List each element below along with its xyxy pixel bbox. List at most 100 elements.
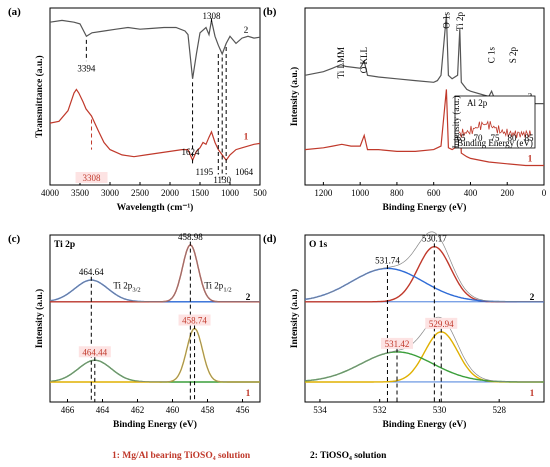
legend-item-2: 2: TiOSO₄ solution [310, 451, 387, 461]
plot-frame [304, 234, 545, 403]
fit-component [304, 267, 544, 303]
inset-tick-label: 75 [491, 133, 501, 143]
annotation-highlight [381, 337, 414, 349]
panel-label: (c) [8, 233, 21, 245]
inset-y-label: Intensity (a.u.) [451, 96, 461, 149]
panel-label: (d) [263, 233, 277, 245]
x-tick-label: 462 [131, 405, 145, 415]
series-label: 1 [244, 132, 249, 142]
panel-title: O 1s [309, 240, 328, 250]
y-axis-label: Intensity (a.u.) [289, 289, 300, 348]
fit-component [304, 351, 544, 383]
peak-annotation: 1130 [213, 175, 231, 185]
x-tick-label: 534 [313, 405, 327, 415]
plot-frame [49, 7, 261, 186]
x-tick-label: 400 [464, 188, 478, 198]
x-tick-label: 532 [373, 405, 387, 415]
envelope-curve [49, 244, 260, 303]
inset-label: Al 2p [467, 98, 488, 108]
x-tick-label: 600 [427, 188, 441, 198]
peak-annotation: 1195 [195, 167, 213, 177]
sample-label: 1 [246, 389, 251, 399]
x-tick-label: 200 [500, 188, 514, 198]
peak-annotation: 530.17 [422, 234, 447, 244]
plot-frame [49, 234, 261, 403]
peak-annotation: 1064 [235, 167, 254, 177]
x-tick-label: 1200 [314, 188, 333, 198]
x-tick-label: 528 [492, 405, 506, 415]
peak-annotation: 3394 [77, 64, 96, 74]
y-axis-label: Intensity (a.u.) [289, 67, 300, 126]
panel-label: (a) [8, 6, 21, 18]
x-tick-label: 464 [96, 405, 110, 415]
inset-tick-label: 80 [508, 133, 518, 143]
series-line-1 [304, 89, 544, 167]
series-label: 2 [244, 26, 249, 36]
x-axis-label: Wavelength (cm⁻¹) [117, 202, 194, 213]
envelope-curve [304, 231, 544, 303]
peak-annotation: 464.64 [79, 267, 104, 277]
peak-annotation: S 2p [508, 46, 518, 63]
annotation-highlight [425, 317, 458, 329]
x-tick-label: 3500 [71, 188, 90, 198]
series-line-1 [49, 88, 261, 162]
x-tick-label: 456 [236, 405, 250, 415]
x-tick-label: 1500 [191, 188, 210, 198]
annotation-highlight [178, 314, 211, 326]
x-axis-label: Binding Energy (eV) [383, 202, 467, 213]
y-axis-label: Transmittance (a.u.) [34, 55, 45, 137]
x-tick-label: 3000 [101, 188, 120, 198]
series-line-2 [49, 19, 261, 79]
peak-annotation: 531.42 [385, 339, 410, 349]
peak-annotation: 458.74 [182, 316, 207, 326]
inset-series [458, 120, 532, 139]
x-tick-label: 500 [253, 188, 267, 198]
peak-annotation: Ti LMM [336, 47, 346, 78]
peak-annotation: 458.98 [178, 232, 203, 242]
inset-frame [454, 95, 536, 149]
annotation-highlight [75, 172, 108, 183]
x-tick-label: 0 [542, 188, 547, 198]
x-tick-label: 460 [166, 405, 180, 415]
peak-annotation: Ti 2p [455, 12, 465, 31]
peak-annotation: 529.94 [429, 319, 454, 329]
x-tick-label: 800 [390, 188, 404, 198]
x-axis-label: Binding Energy (eV) [383, 419, 467, 430]
fit-component [305, 245, 544, 303]
inset-tick-label: 85 [525, 133, 535, 143]
envelope-curve [49, 328, 260, 383]
plot-frame [304, 7, 545, 186]
inset-tick-label: 70 [474, 133, 484, 143]
peak-annotation: 1308 [203, 11, 222, 21]
sample-label: 2 [246, 293, 251, 303]
x-tick-label: 2000 [161, 188, 180, 198]
legend-item-1: 1: Mg/Al bearing TiOSO₄ solution [112, 451, 251, 461]
panel-label: (b) [263, 6, 277, 18]
peak-annotation: O 1s [441, 12, 451, 29]
sample-label: 1 [530, 389, 535, 399]
inset-tick-label: 65 [457, 133, 467, 143]
x-tick-label: 466 [61, 405, 75, 415]
x-tick-label: 530 [433, 405, 447, 415]
series-label: 1 [528, 155, 533, 165]
fit-component [305, 331, 544, 383]
fit-component [49, 359, 260, 383]
x-tick-label: 4000 [41, 188, 60, 198]
peak-annotation: 531.74 [375, 255, 400, 265]
x-axis-label: Binding Energy (eV) [113, 419, 197, 430]
peak-annotation: O KLL [359, 47, 369, 73]
x-tick-label: 2500 [131, 188, 150, 198]
peak-annotation: Ti 2p1/2 [204, 280, 231, 293]
peak-annotation: Ti 2p3/2 [113, 280, 140, 293]
inset-x-label: Binding Energy (eV) [457, 138, 533, 148]
peak-annotation: 3308 [83, 173, 102, 183]
x-tick-label: 1000 [221, 188, 240, 198]
x-tick-label: 458 [201, 405, 215, 415]
y-axis-label: Intensity (a.u.) [34, 289, 45, 348]
x-tick-label: 1000 [351, 188, 370, 198]
peak-annotation: 464.44 [82, 347, 107, 357]
panel-title: Ti 2p [54, 240, 75, 250]
annotation-highlight [78, 346, 111, 358]
envelope-curve [304, 316, 544, 383]
